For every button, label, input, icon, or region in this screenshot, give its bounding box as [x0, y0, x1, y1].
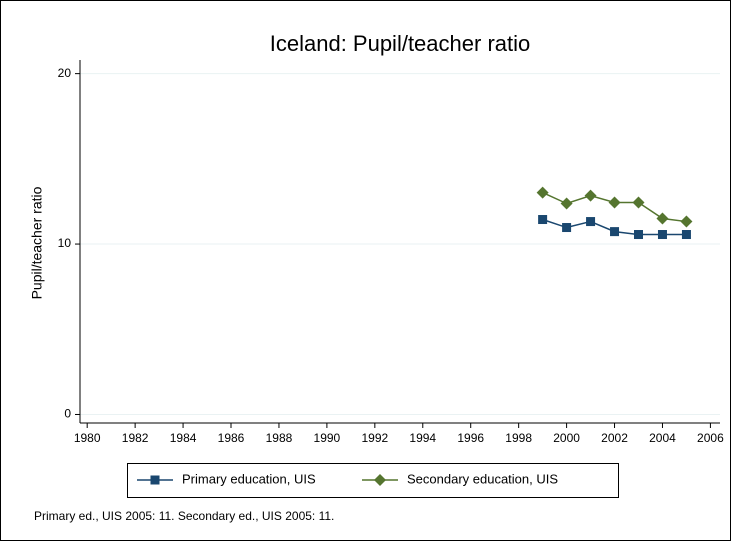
x-tick-label: 1982	[122, 431, 149, 445]
x-tick-label: 1988	[266, 431, 293, 445]
marker	[634, 230, 644, 240]
y-tick-label: 0	[64, 407, 71, 421]
marker	[610, 227, 620, 237]
x-tick-label: 1986	[218, 431, 245, 445]
marker	[586, 217, 596, 227]
marker	[538, 215, 548, 225]
marker	[374, 474, 386, 486]
x-tick-label: 2002	[601, 431, 628, 445]
x-tick-label: 1984	[170, 431, 197, 445]
x-tick-label: 1992	[361, 431, 388, 445]
note: Primary ed., UIS 2005: 11. Secondary ed.…	[34, 509, 334, 523]
y-tick-label: 20	[58, 66, 72, 80]
y-tick-label: 10	[58, 236, 72, 250]
marker	[608, 196, 621, 209]
legend-label: Secondary education, UIS	[407, 471, 558, 486]
chart-title: Iceland: Pupil/teacher ratio	[270, 31, 531, 56]
x-tick-label: 1990	[314, 431, 341, 445]
x-tick-label: 2004	[649, 431, 676, 445]
y-axis-label: Pupil/teacher ratio	[29, 186, 45, 299]
x-tick-label: 1998	[505, 431, 532, 445]
x-tick-label: 2000	[553, 431, 580, 445]
marker	[584, 189, 597, 202]
x-tick-label: 1980	[74, 431, 101, 445]
marker	[560, 197, 573, 210]
legend-label: Primary education, UIS	[182, 471, 316, 486]
marker	[657, 230, 667, 240]
marker	[680, 215, 693, 228]
marker	[562, 223, 572, 233]
marker	[150, 475, 160, 485]
marker	[632, 196, 645, 209]
marker	[681, 230, 691, 240]
x-tick-label: 2006	[697, 431, 724, 445]
marker	[536, 186, 549, 199]
x-tick-label: 1996	[457, 431, 484, 445]
x-tick-label: 1994	[409, 431, 436, 445]
marker	[656, 212, 669, 225]
